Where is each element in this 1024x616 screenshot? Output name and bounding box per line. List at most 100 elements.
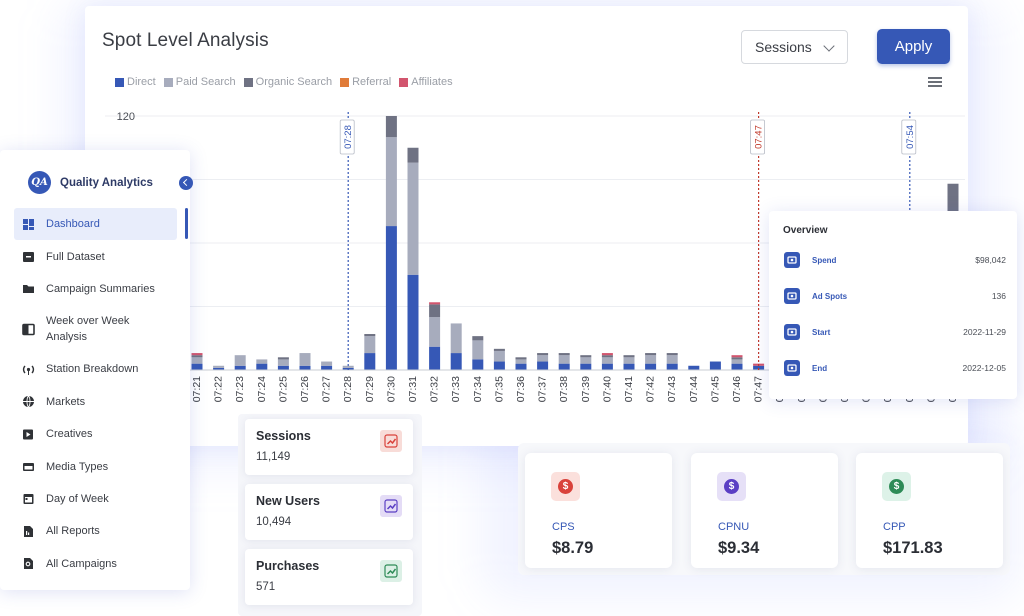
sidebar-item-media-types[interactable]: Media Types [14, 450, 177, 482]
bar-segment-paid-search [299, 353, 311, 366]
kpi-card-cps[interactable]: $ CPS $8.79 [525, 453, 672, 568]
sidebar-item-campaign-summaries[interactable]: Campaign Summaries [14, 273, 177, 305]
play-icon [23, 429, 33, 440]
sidebar-item-full-dataset[interactable]: Full Dataset [14, 240, 177, 272]
metric-label: Purchases [256, 559, 320, 573]
bar-segment-organic-search [385, 116, 397, 138]
overview-row-spend: Spend $98,042 [784, 250, 1006, 270]
sidebar-item-markets[interactable]: Markets [14, 386, 177, 418]
bar-segment-paid-search [515, 359, 527, 364]
broadcast-icon [22, 365, 35, 375]
sidebar-item-label: Dashboard [46, 218, 100, 231]
kpi-card-cpp[interactable]: $ CPP $171.83 [856, 453, 1003, 568]
dollar-icon: $ [717, 472, 746, 501]
legend-label: Direct [127, 76, 156, 88]
legend-label: Organic Search [255, 76, 333, 88]
x-axis-tick-label: 07:34 [472, 376, 484, 402]
bar-segment-direct [666, 363, 678, 370]
bar-segment-direct [234, 365, 246, 370]
legend-swatch [115, 77, 124, 87]
legend-item[interactable]: Affiliates [399, 76, 453, 88]
bar-segment-paid-search [666, 355, 678, 364]
bar-segment-paid-search [342, 365, 354, 368]
bar-segment-direct [515, 363, 527, 370]
bar-segment-direct [191, 363, 203, 370]
bar-segment-direct [537, 361, 549, 370]
apply-button[interactable]: Apply [877, 29, 950, 64]
overview-card: Overview Spend $98,042 Ad Spots 136 Start 202… [769, 211, 1017, 399]
x-axis-tick-label: 07:45 [709, 376, 721, 402]
metric-card-purchases[interactable]: Purchases 571 [245, 549, 413, 605]
bar-segment-organic-search [580, 355, 592, 358]
chevron-down-icon [823, 40, 835, 52]
x-axis-tick-label: 07:29 [364, 376, 376, 402]
kpi-label: CPS [552, 521, 575, 533]
bar-segment-direct [256, 363, 268, 370]
search-doc-icon [24, 558, 33, 570]
legend-item[interactable]: Paid Search [163, 76, 236, 88]
overview-value: 2022-12-05 [962, 363, 1006, 373]
x-axis-tick-label: 07:22 [213, 376, 225, 402]
kpi-card-cpnu[interactable]: $ CPNU $9.34 [691, 453, 838, 568]
sidebar-item-label: All Reports [46, 525, 100, 538]
sidebar-item-week-over-week-analysis[interactable]: Week over Week Analysis [14, 305, 177, 353]
bar-segment-affiliates [429, 302, 441, 305]
legend-item[interactable]: Direct [115, 76, 156, 88]
bar-segment-organic-search [947, 183, 959, 218]
bar-segment-direct [558, 363, 570, 370]
legend-label: Paid Search [175, 76, 236, 88]
bar-segment-direct [731, 363, 743, 370]
sidebar-item-day-of-week[interactable]: Day of Week [14, 483, 177, 515]
legend-item[interactable]: Referral [340, 76, 391, 88]
bar-segment-organic-search [666, 353, 678, 356]
overview-row-ad-spots: Ad Spots 136 [784, 286, 1006, 306]
x-axis-tick-label: 07:40 [601, 376, 613, 402]
bar-segment-affiliates [731, 355, 743, 358]
metric-card-new-users[interactable]: New Users 10,494 [245, 484, 413, 540]
report-icon [24, 525, 33, 537]
metric-select-value: Sessions [755, 39, 812, 55]
brand[interactable]: QA Quality Analytics [28, 171, 153, 194]
spot-marker-label: 07:28 [343, 125, 354, 149]
sidebar-item-all-reports[interactable]: All Reports [14, 515, 177, 547]
overview-label: End [812, 363, 828, 373]
metric-card-sessions[interactable]: Sessions 11,149 [245, 419, 413, 475]
sidebar-item-station-breakdown[interactable]: Station Breakdown [14, 353, 177, 385]
bar-segment-direct [429, 346, 441, 370]
bar-segment-paid-search [450, 323, 462, 354]
sidebar-nav: Dashboard Full Dataset Campaign Summaries W… [14, 208, 177, 580]
kpi-cards: $ CPS $8.79 $ CPNU $9.34 $ CPP $171.83 [518, 443, 1010, 575]
hamburger-menu-icon[interactable] [928, 77, 942, 87]
metric-cards: Sessions 11,149 New Users 10,494 Purchases 57… [238, 414, 422, 616]
x-axis-tick-label: 07:35 [493, 376, 505, 402]
bar-segment-organic-search [558, 353, 570, 356]
trend-up-icon [380, 430, 402, 452]
metric-value: 11,149 [256, 451, 291, 463]
dollar-icon: $ [882, 472, 911, 501]
metric-label: New Users [256, 494, 320, 508]
calendar-icon [23, 494, 34, 505]
metric-select[interactable]: Sessions [741, 30, 848, 64]
collapse-sidebar-button[interactable] [179, 176, 193, 190]
legend-item[interactable]: Organic Search [243, 76, 333, 88]
overview-label: Ad Spots [812, 291, 848, 301]
y-axis-tick-label: 120 [117, 111, 135, 123]
bar-segment-direct [450, 353, 462, 370]
bar-segment-direct [407, 274, 419, 370]
legend-label: Referral [352, 76, 392, 88]
bar-segment-direct [645, 363, 657, 370]
sidebar-item-creatives[interactable]: Creatives [14, 418, 177, 450]
sidebar-item-all-campaigns[interactable]: All Campaigns [14, 548, 177, 580]
x-axis-tick-label: 07:25 [277, 376, 289, 402]
bar-segment-organic-search [645, 353, 657, 356]
bar-segment-direct [753, 365, 765, 370]
archive-icon [23, 252, 34, 263]
bar-segment-paid-search [493, 350, 505, 362]
bar-segment-paid-search [558, 355, 570, 364]
bar-segment-direct [364, 353, 376, 370]
x-axis-tick-label: 07:28 [342, 376, 354, 402]
sidebar-item-dashboard[interactable]: Dashboard [14, 208, 177, 241]
x-axis-tick-label: 07:21 [191, 376, 203, 402]
sidebar-item-label: Campaign Summaries [46, 282, 155, 295]
kpi-value: $8.79 [552, 539, 594, 557]
